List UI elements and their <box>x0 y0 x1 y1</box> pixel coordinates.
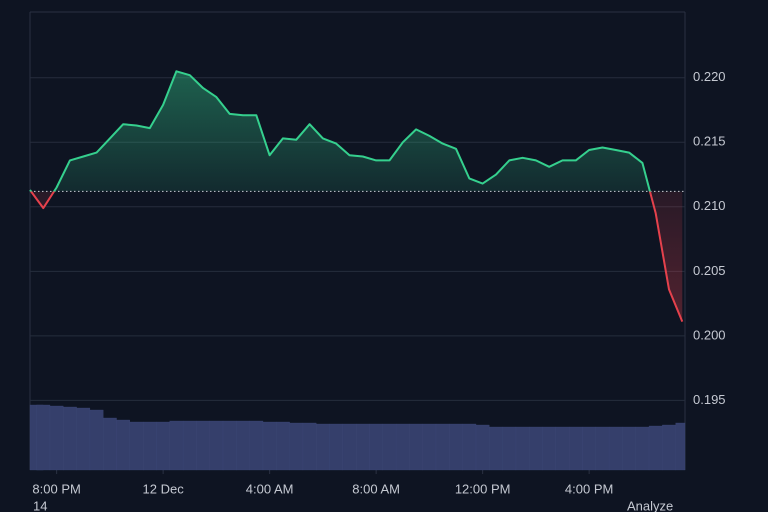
x-tick-label: 8:00 AM <box>352 481 400 496</box>
volume-bar <box>36 404 51 471</box>
volume-bar <box>89 409 104 471</box>
volume-bar <box>569 426 583 471</box>
volume-bar <box>329 423 344 471</box>
volume-bar <box>262 421 277 471</box>
x-tick-label: 12:00 PM <box>455 481 511 496</box>
volume-bar <box>276 421 290 471</box>
x-tick-label: 4:00 AM <box>246 481 294 496</box>
x-tick-label: 12 Dec <box>143 481 185 496</box>
volume-bar <box>302 422 317 471</box>
volume-bar <box>156 421 170 471</box>
volume-bar <box>529 426 543 471</box>
volume-bar <box>435 423 450 471</box>
volume-bar <box>143 421 157 471</box>
volume-bar <box>502 426 517 471</box>
volume-bar <box>662 424 676 471</box>
x-tick-label: 8:00 PM <box>32 481 80 496</box>
volume-bar <box>222 420 237 471</box>
volume-bar <box>409 423 423 471</box>
volume-bar <box>49 405 64 471</box>
volume-bar <box>289 422 304 471</box>
volume-bar <box>489 426 503 471</box>
volume-bar <box>595 426 610 471</box>
volume-bar <box>675 422 686 471</box>
volume-bar <box>196 420 210 471</box>
volume-bar <box>209 420 224 471</box>
y-tick-label: 0.205 <box>693 263 726 278</box>
volume-bar <box>382 423 397 471</box>
volume-bar <box>236 420 250 471</box>
volume-bar <box>356 423 370 471</box>
volume-bar <box>555 426 570 471</box>
volume-bar <box>116 419 130 471</box>
volume-bar <box>63 406 77 471</box>
volume-bar <box>515 426 530 471</box>
volume-bar <box>249 420 264 471</box>
volume-bar <box>342 423 357 471</box>
price-line <box>29 70 684 322</box>
volume-bar <box>395 423 410 471</box>
volume-bar <box>582 426 596 471</box>
volume-bar <box>462 423 477 471</box>
volume-bar <box>635 426 650 471</box>
y-tick-label: 0.200 <box>693 327 726 342</box>
volume-bar <box>369 423 383 471</box>
volume-bar <box>103 417 117 471</box>
y-tick-label: 0.195 <box>693 392 726 407</box>
footer-text: Analyze <box>627 498 673 512</box>
volume-bar <box>76 407 91 471</box>
x-tick-label: 4:00 PM <box>565 481 613 496</box>
y-tick-label: 0.215 <box>693 134 726 149</box>
volume-bar <box>622 426 636 471</box>
volume-bar <box>182 420 197 471</box>
price-area <box>30 71 683 322</box>
footer-text: 14 <box>33 498 47 512</box>
volume-bar <box>449 423 463 471</box>
volume-bar <box>169 420 184 471</box>
volume-bar <box>608 426 623 471</box>
volume-bar <box>316 423 330 471</box>
y-tick-label: 0.210 <box>693 198 726 213</box>
volume-bar <box>422 423 437 471</box>
volume-bar <box>542 426 557 471</box>
volume-bar <box>129 421 144 471</box>
volume-bar <box>648 425 663 471</box>
volume-bar <box>475 424 490 471</box>
y-tick-label: 0.220 <box>693 69 726 84</box>
